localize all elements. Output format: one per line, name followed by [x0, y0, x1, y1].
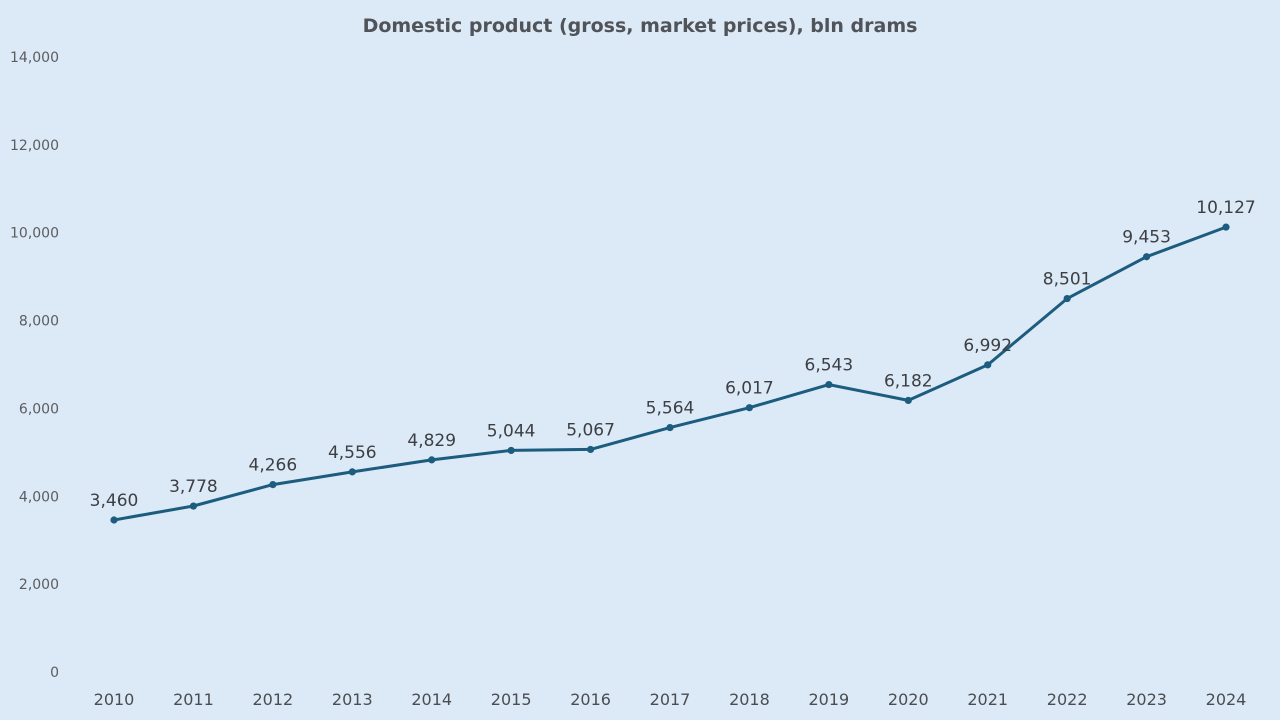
- data-point: [189, 502, 198, 510]
- data-labels: 3,460 3,778 4,266 4,556 4,829 5,044 5,067 5,564…: [90, 198, 1256, 511]
- data-label: 5,564: [646, 399, 695, 419]
- data-point: [666, 423, 674, 432]
- y-axis: 0 2,000 4,000 6,000 8,000 10,000 12,000 14,000: [10, 50, 59, 681]
- data-label: 6,992: [963, 336, 1012, 356]
- x-tick-label: 2020: [888, 690, 929, 709]
- x-tick-label: 2021: [967, 690, 1008, 709]
- data-point: [904, 396, 912, 405]
- x-tick-label: 2010: [94, 690, 135, 709]
- x-tick-label: 2024: [1206, 690, 1247, 709]
- x-tick-label: 2017: [650, 690, 691, 709]
- data-label: 4,829: [407, 431, 456, 451]
- x-tick-label: 2018: [729, 690, 770, 709]
- data-point: [507, 446, 515, 455]
- y-tick-label: 6,000: [19, 401, 59, 417]
- data-label: 6,017: [725, 379, 774, 399]
- x-axis: 2010 2011 2012 2013 2014 2015 2016 2017 2018 2019…: [94, 690, 1247, 709]
- y-tick-label: 10,000: [10, 226, 59, 242]
- x-tick-label: 2023: [1126, 690, 1167, 709]
- data-label: 5,044: [487, 421, 536, 441]
- x-tick-label: 2015: [491, 690, 532, 709]
- x-tick-label: 2016: [570, 690, 611, 709]
- data-label: 3,778: [169, 477, 218, 497]
- x-tick-label: 2011: [173, 690, 214, 709]
- data-label-highlight: 10,127: [1196, 198, 1255, 218]
- data-label: 8,501: [1043, 270, 1092, 290]
- data-point: [1222, 223, 1230, 231]
- data-point: [745, 404, 754, 412]
- data-label: 3,460: [90, 491, 139, 511]
- x-tick-label: 2014: [411, 690, 452, 709]
- data-point: [428, 456, 436, 464]
- data-point: [1063, 294, 1071, 303]
- data-label: 9,453: [1122, 228, 1171, 248]
- chart-title: Domestic product (gross, market prices),…: [363, 15, 918, 37]
- data-label: 4,266: [249, 456, 298, 476]
- data-point: [984, 361, 992, 369]
- x-tick-label: 2012: [252, 690, 293, 709]
- y-tick-label: 8,000: [19, 314, 59, 330]
- y-tick-label: 2,000: [19, 577, 59, 593]
- x-tick-label: 2019: [808, 690, 849, 709]
- y-tick-label: 14,000: [10, 50, 59, 66]
- data-point: [1142, 253, 1151, 261]
- data-label: 6,543: [805, 356, 854, 376]
- y-tick-label: 12,000: [10, 138, 59, 154]
- data-label: 4,556: [328, 443, 377, 463]
- data-label: 6,182: [884, 371, 933, 391]
- data-point: [825, 380, 833, 389]
- y-tick-label: 0: [50, 665, 59, 681]
- x-tick-label: 2022: [1047, 690, 1088, 709]
- x-tick-label: 2013: [332, 690, 373, 709]
- y-tick-label: 4,000: [19, 489, 59, 505]
- data-point: [269, 481, 277, 489]
- data-label: 5,067: [566, 420, 615, 440]
- data-point: [586, 445, 595, 454]
- data-point: [110, 516, 118, 524]
- series-group: [110, 223, 1230, 524]
- data-point: [348, 468, 356, 476]
